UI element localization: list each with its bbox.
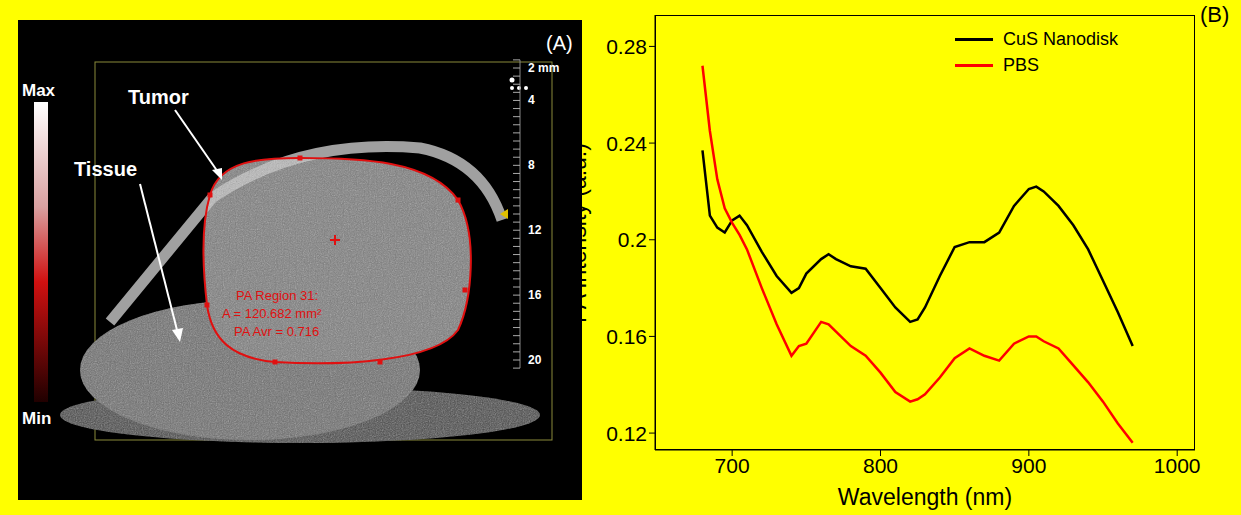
svg-text:800: 800	[863, 454, 898, 477]
svg-text:16: 16	[528, 288, 542, 302]
svg-text:PA Avr = 0.716: PA Avr = 0.716	[234, 324, 319, 339]
svg-text:0.28: 0.28	[606, 35, 647, 58]
svg-text:20: 20	[528, 353, 542, 367]
svg-text:0.12: 0.12	[606, 422, 647, 445]
svg-text:Tumor: Tumor	[128, 86, 189, 108]
svg-text:12: 12	[528, 223, 542, 237]
html-text:Wavelength (nm): Wavelength (nm)	[837, 484, 1013, 510]
svg-text:8: 8	[528, 158, 535, 172]
html-text:CuS Nanodisk: CuS Nanodisk	[1003, 28, 1119, 49]
svg-text:0.16: 0.16	[606, 325, 647, 348]
html-text:PA Intensity (a.u.): PA Intensity (a.u.)	[565, 142, 591, 323]
svg-text:Tissue: Tissue	[74, 158, 137, 180]
svg-text:(A): (A)	[546, 32, 573, 54]
svg-text:A = 120.682 mm²: A = 120.682 mm²	[222, 306, 322, 321]
svg-text:900: 900	[1011, 454, 1046, 477]
svg-text:0.2: 0.2	[618, 228, 647, 251]
svg-text:2 mm: 2 mm	[528, 61, 559, 75]
svg-text:Max: Max	[22, 81, 56, 100]
html-text:(B): (B)	[1200, 2, 1230, 27]
svg-text:4: 4	[528, 93, 535, 107]
svg-text:Min: Min	[22, 409, 51, 428]
svg-text:0.24: 0.24	[606, 132, 647, 155]
html-text:PBS: PBS	[1003, 54, 1039, 75]
svg-text:1000: 1000	[1154, 454, 1201, 477]
svg-text:700: 700	[715, 454, 750, 477]
svg-text:PA Region 31:: PA Region 31:	[236, 288, 318, 303]
